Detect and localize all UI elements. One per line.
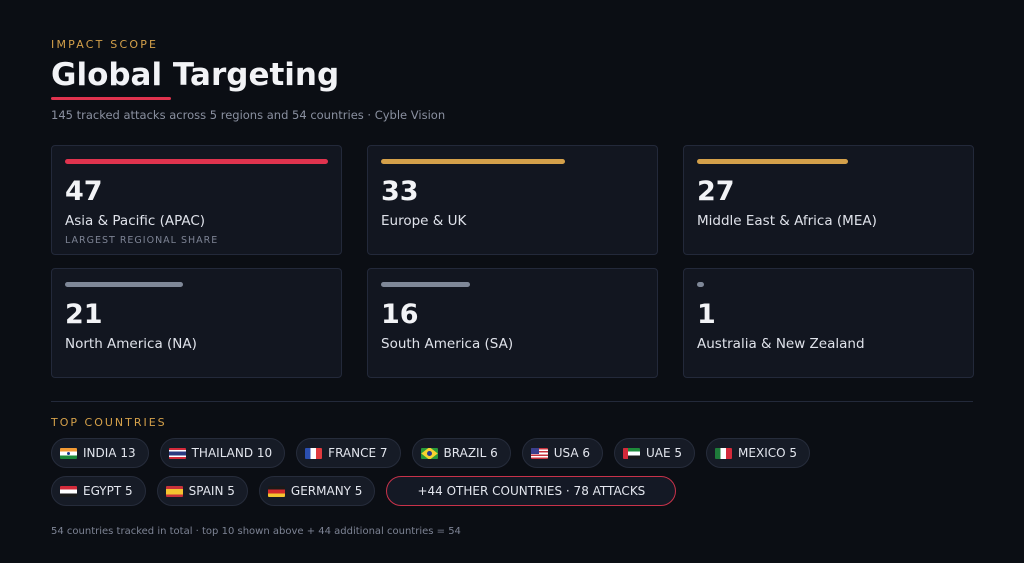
brazil-flag-icon xyxy=(420,447,438,459)
region-bar xyxy=(381,282,471,287)
country-chip-germany[interactable]: GERMANY 5 xyxy=(258,476,376,506)
region-name: Australia & New Zealand xyxy=(697,336,865,352)
region-bar-track xyxy=(65,282,328,287)
country-chip-label: MEXICO 5 xyxy=(738,446,797,460)
uae-flag-icon xyxy=(623,447,640,459)
country-chip-label: USA 6 xyxy=(553,446,590,460)
region-name: Asia & Pacific (APAC) xyxy=(65,213,206,229)
region-cards: 47 Asia & Pacific (APAC) LARGEST REGIONA… xyxy=(51,145,974,378)
region-card-europe: 33 Europe & UK xyxy=(367,145,658,255)
country-chip-label: THAILAND 10 xyxy=(191,446,273,460)
spain-flag-icon xyxy=(165,485,183,497)
region-count: 47 xyxy=(65,176,103,207)
country-chips-row: INDIA 13 THAILAND 10 FRANCE 7 BRAZIL 6 U… xyxy=(51,438,810,468)
other-countries-label: +44 OTHER COUNTRIES · 78 ATTACKS xyxy=(417,484,646,498)
footer-note: 54 countries tracked in total · top 10 s… xyxy=(51,526,461,537)
mexico-flag-icon xyxy=(715,447,733,459)
country-chip-label: SPAIN 5 xyxy=(188,484,235,498)
region-card-sa: 16 South America (SA) xyxy=(367,268,658,378)
title-underline xyxy=(51,97,171,100)
section-divider xyxy=(51,401,973,402)
region-count: 16 xyxy=(381,299,419,330)
region-count: 21 xyxy=(65,299,103,330)
country-chip-egypt[interactable]: EGYPT 5 xyxy=(51,476,146,506)
other-countries-chip[interactable]: +44 OTHER COUNTRIES · 78 ATTACKS xyxy=(386,476,677,506)
region-bar-track xyxy=(697,159,960,164)
region-card-na: 21 North America (NA) xyxy=(51,268,342,378)
country-chip-thailand[interactable]: THAILAND 10 xyxy=(159,438,286,468)
region-count: 27 xyxy=(697,176,735,207)
germany-flag-icon xyxy=(267,485,285,497)
region-bar xyxy=(65,282,183,287)
region-bar-track xyxy=(381,282,644,287)
region-card-apac: 47 Asia & Pacific (APAC) LARGEST REGIONA… xyxy=(51,145,342,255)
region-name: South America (SA) xyxy=(381,336,514,352)
country-chip-label: EGYPT 5 xyxy=(83,484,133,498)
egypt-flag-icon xyxy=(60,485,77,497)
eyebrow-label: IMPACT SCOPE xyxy=(51,38,159,51)
usa-flag-icon xyxy=(530,447,548,459)
region-bar xyxy=(697,282,704,287)
india-flag-icon xyxy=(60,447,77,459)
region-count: 1 xyxy=(697,299,716,330)
country-chips-row: EGYPT 5 SPAIN 5 GERMANY 5 +44 OTHER COUN… xyxy=(51,476,677,506)
top-countries-label: TOP COUNTRIES xyxy=(51,416,167,429)
region-bar-track xyxy=(381,159,644,164)
country-chip-uae[interactable]: UAE 5 xyxy=(614,438,696,468)
country-chip-mexico[interactable]: MEXICO 5 xyxy=(706,438,810,468)
country-chip-label: INDIA 13 xyxy=(83,446,136,460)
region-card-anz: 1 Australia & New Zealand xyxy=(683,268,974,378)
region-bar xyxy=(381,159,566,164)
region-bar xyxy=(697,159,848,164)
country-chip-usa[interactable]: USA 6 xyxy=(521,438,603,468)
country-chip-label: FRANCE 7 xyxy=(328,446,388,460)
region-name: Europe & UK xyxy=(381,213,467,229)
region-bar-track xyxy=(697,282,960,287)
country-chip-spain[interactable]: SPAIN 5 xyxy=(156,476,248,506)
page-title: Global Targeting xyxy=(51,57,340,93)
country-chip-label: BRAZIL 6 xyxy=(443,446,498,460)
region-count: 33 xyxy=(381,176,419,207)
country-chip-brazil[interactable]: BRAZIL 6 xyxy=(411,438,511,468)
region-name: North America (NA) xyxy=(65,336,197,352)
country-chip-india[interactable]: INDIA 13 xyxy=(51,438,149,468)
region-name: Middle East & Africa (MEA) xyxy=(697,213,877,229)
region-bar xyxy=(65,159,328,164)
region-bar-track xyxy=(65,159,328,164)
country-chip-label: GERMANY 5 xyxy=(290,484,363,498)
region-card-mea: 27 Middle East & Africa (MEA) xyxy=(683,145,974,255)
country-chip-france[interactable]: FRANCE 7 xyxy=(296,438,401,468)
country-chip-label: UAE 5 xyxy=(646,446,683,460)
region-note: LARGEST REGIONAL SHARE xyxy=(65,235,219,246)
thailand-flag-icon xyxy=(168,447,186,459)
france-flag-icon xyxy=(305,447,323,459)
page-subtitle: 145 tracked attacks across 5 regions and… xyxy=(51,108,446,122)
